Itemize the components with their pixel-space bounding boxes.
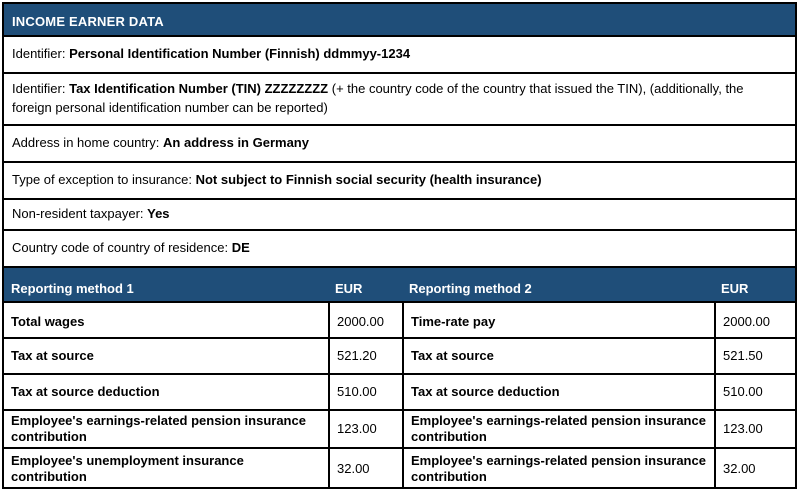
row-value-method1: 510.00	[328, 375, 402, 409]
info-row-non-resident: Non-resident taxpayer: Yes	[4, 200, 795, 231]
row-label-method2: Tax at source deduction	[402, 375, 714, 409]
info-text: Non-resident taxpayer: Yes	[12, 205, 170, 224]
row-value-method2: 2000.00	[714, 303, 795, 337]
info-bold-value: An address in Germany	[163, 135, 309, 151]
row-label-method2: Tax at source	[402, 339, 714, 373]
row-value-method1: 2000.00	[328, 303, 402, 337]
row-label-method2: Time-rate pay	[402, 303, 714, 337]
row-label-method2: Employee's earnings-related pension insu…	[402, 449, 714, 489]
info-prefix: Country code of country of residence:	[12, 240, 232, 256]
row-value-method2: 123.00	[714, 411, 795, 447]
info-prefix: Non-resident taxpayer:	[12, 206, 148, 222]
info-prefix: Identifier:	[12, 81, 70, 97]
table-header-reporting-method-2: Reporting method 2	[409, 281, 532, 296]
table-row-pension-contribution: Employee's earnings-related pension insu…	[4, 411, 795, 449]
info-row-identifier-pin: Identifier: Personal Identification Numb…	[4, 37, 795, 74]
row-label-method1: Employee's earnings-related pension insu…	[11, 413, 306, 444]
table-header-reporting-method-1: Reporting method 1	[11, 281, 134, 296]
row-label-method1: Tax at source	[11, 348, 94, 364]
info-row-home-address: Address in home country: An address in G…	[4, 126, 795, 163]
info-row-country-code: Country code of country of residence: DE	[4, 231, 795, 268]
row-value-method1: 521.20	[328, 339, 402, 373]
table-row-tax-at-source-deduction: Tax at source deduction 510.00 Tax at so…	[4, 375, 795, 411]
info-suffix: (+ the country code of the country that …	[12, 81, 744, 115]
info-bold-value: Yes	[147, 206, 170, 222]
info-prefix: Type of exception to insurance:	[12, 172, 196, 188]
row-value-method2: 32.00	[714, 449, 795, 489]
info-row-insurance-exception: Type of exception to insurance: Not subj…	[4, 163, 795, 200]
row-label-method1: Tax at source deduction	[11, 384, 160, 400]
info-text: Identifier: Tax Identification Number (T…	[12, 80, 785, 118]
row-label-method1: Total wages	[11, 314, 85, 330]
info-prefix: Address in home country:	[12, 135, 164, 151]
row-value-method2: 521.50	[714, 339, 795, 373]
row-value-method1: 123.00	[328, 411, 402, 447]
info-prefix: Identifier:	[12, 46, 70, 62]
section-title-bar: INCOME EARNER DATA	[4, 4, 795, 37]
info-text: Identifier: Personal Identification Numb…	[12, 45, 410, 64]
row-label-method2: Employee's earnings-related pension insu…	[402, 411, 714, 447]
info-text: Type of exception to insurance: Not subj…	[12, 171, 542, 190]
info-bold-value: DE	[231, 240, 250, 256]
table-header-row: Reporting method 1 EUR Reporting method …	[4, 268, 795, 303]
section-title: INCOME EARNER DATA	[12, 14, 164, 29]
table-row-total-wages: Total wages 2000.00 Time-rate pay 2000.0…	[4, 303, 795, 339]
row-label-method1: Employee's unemployment insurance contri…	[11, 453, 244, 484]
info-bold-value: Tax Identification Number (TIN) ZZZZZZZZ	[69, 81, 329, 97]
info-bold-value: Personal Identification Number (Finnish)…	[69, 46, 411, 62]
row-value-method1: 32.00	[328, 449, 402, 489]
table-header-eur-1: EUR	[335, 281, 363, 296]
info-bold-value: Not subject to Finnish social security (…	[195, 172, 542, 188]
row-value-method2: 510.00	[714, 375, 795, 409]
table-header-eur-2: EUR	[721, 281, 749, 296]
info-text: Country code of country of residence: DE	[12, 239, 250, 258]
info-text: Address in home country: An address in G…	[12, 134, 309, 153]
info-row-identifier-tin: Identifier: Tax Identification Number (T…	[4, 74, 795, 126]
table-row-tax-at-source: Tax at source 521.20 Tax at source 521.5…	[4, 339, 795, 375]
table-row-unemployment-contribution: Employee's unemployment insurance contri…	[4, 449, 795, 489]
